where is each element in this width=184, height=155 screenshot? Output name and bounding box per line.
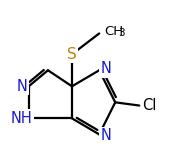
Text: Cl: Cl [142,98,157,113]
Text: N: N [100,61,111,76]
Text: NH: NH [11,111,32,126]
Text: CH: CH [104,24,123,38]
Text: S: S [67,47,77,62]
Text: N: N [100,128,111,144]
Text: N: N [17,79,28,94]
Text: 3: 3 [118,28,125,38]
